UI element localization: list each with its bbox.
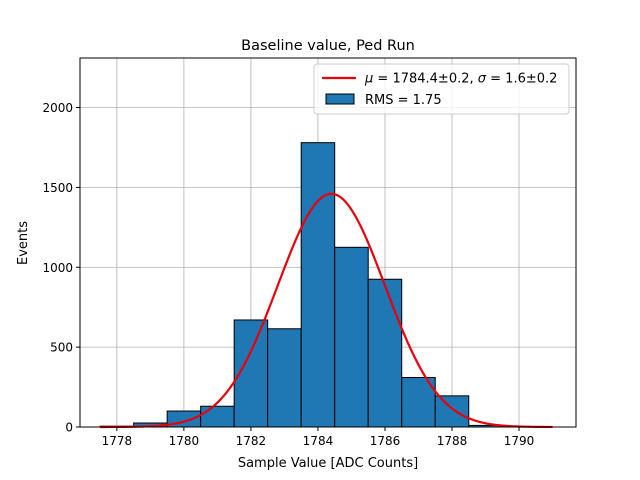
y-tick-label: 0 — [65, 421, 73, 435]
legend-box — [313, 63, 570, 115]
chart-title: Baseline value, Ped Run — [241, 38, 415, 54]
legend: μ = 1784.4±0.2, σ = 1.6±0.2 RMS = 1.75 — [313, 63, 570, 115]
y-tick-label: 1500 — [42, 181, 73, 195]
histogram-bar — [367, 278, 403, 428]
histogram-bar — [267, 328, 302, 428]
plot-area: 1778 1780 1782 1784 1786 1788 1790 0 500 1000 1500… — [42, 57, 577, 448]
y-axis-label: Events — [16, 221, 31, 265]
legend-histogram-label: RMS = 1.75 — [365, 93, 442, 108]
histogram-bar — [200, 405, 235, 428]
y-tick-label: 1000 — [42, 261, 73, 275]
x-tick-label: 1784 — [303, 434, 334, 448]
histogram-bar — [434, 395, 470, 428]
histogram-bar — [334, 246, 369, 428]
x-tick-label: 1780 — [169, 434, 200, 448]
y-tick-label: 500 — [50, 341, 73, 355]
gaussian-fit-line — [100, 192, 553, 429]
x-tick-label: 1788 — [437, 434, 468, 448]
x-tick-label: 1786 — [370, 434, 401, 448]
legend-histogram-swatch — [325, 93, 355, 105]
x-tick-label: 1790 — [504, 434, 535, 448]
y-tick-label: 2000 — [42, 101, 73, 115]
x-tick-label: 1782 — [236, 434, 267, 448]
histogram-bar — [300, 142, 336, 428]
x-tick-label: 1778 — [102, 434, 133, 448]
x-axis-label: Sample Value [ADC Counts] — [238, 456, 418, 471]
legend-fit-label: μ = 1784.4±0.2, σ = 1.6±0.2 — [364, 72, 557, 87]
axes-frame — [79, 57, 577, 428]
